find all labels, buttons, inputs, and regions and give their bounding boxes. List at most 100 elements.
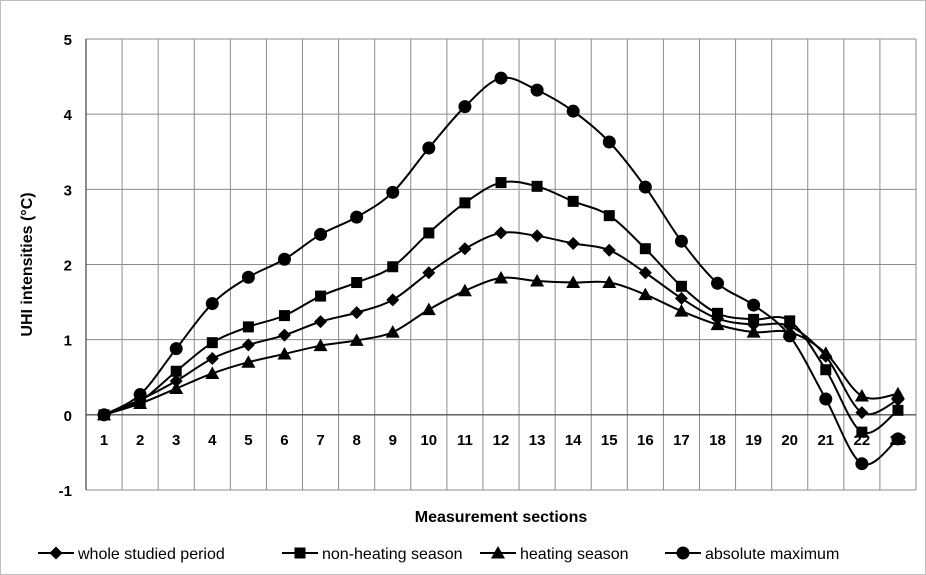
x-tick-label: 1 xyxy=(100,432,108,449)
data-point-square xyxy=(603,210,615,222)
data-point-circle xyxy=(711,276,725,290)
data-point-triangle xyxy=(854,389,869,402)
data-point-circle xyxy=(530,83,544,97)
data-point-triangle xyxy=(169,381,184,395)
data-point-diamond xyxy=(386,293,400,307)
data-point-diamond xyxy=(530,229,544,243)
y-tick-label: -1 xyxy=(59,483,72,500)
data-point-triangle xyxy=(385,325,400,338)
data-point-triangle xyxy=(457,283,472,297)
data-point-square xyxy=(567,195,579,207)
series-markers xyxy=(97,71,905,471)
data-point-circle xyxy=(350,210,364,224)
data-point-square xyxy=(387,261,399,273)
x-tick-label: 19 xyxy=(745,432,762,449)
data-point-square xyxy=(423,227,435,239)
data-point-circle xyxy=(819,392,833,406)
data-point-square xyxy=(242,321,254,333)
x-tick-label: 21 xyxy=(817,432,834,449)
data-point-circle xyxy=(422,141,436,155)
data-point-diamond xyxy=(458,242,472,256)
data-point-circle xyxy=(386,185,400,199)
data-point-circle xyxy=(674,234,688,248)
x-tick-label: 5 xyxy=(244,432,252,449)
data-point-triangle xyxy=(421,302,436,316)
data-point-triangle xyxy=(241,355,256,368)
x-tick-label: 7 xyxy=(316,432,324,449)
data-point-circle xyxy=(241,270,255,284)
x-tick-label: 13 xyxy=(529,432,546,449)
data-point-diamond xyxy=(422,266,436,280)
data-point-circle xyxy=(133,388,147,402)
legend-label: absolute maximum xyxy=(705,546,839,563)
x-tick-label: 17 xyxy=(673,432,690,449)
x-tick-label: 15 xyxy=(601,432,618,449)
x-tick-label: 3 xyxy=(172,432,180,449)
data-point-diamond xyxy=(602,243,616,257)
x-tick-label: 2 xyxy=(136,432,144,449)
legend-item: absolute maximum xyxy=(665,546,839,563)
data-point-circle xyxy=(855,457,869,471)
data-point-triangle xyxy=(674,304,689,317)
data-point-square xyxy=(892,404,904,416)
data-point-triangle xyxy=(638,287,653,301)
data-point-square xyxy=(748,313,760,325)
data-point-triangle xyxy=(205,366,220,379)
data-point-square xyxy=(315,290,327,302)
data-point-diamond xyxy=(674,291,688,305)
y-tick-label: 4 xyxy=(64,107,73,124)
data-point-triangle xyxy=(890,386,905,400)
legend-marker-circle xyxy=(676,546,690,560)
data-point-triangle xyxy=(602,275,617,289)
x-tick-label: 8 xyxy=(352,432,360,449)
gridlines xyxy=(85,38,917,491)
x-axis-title: Measurement sections xyxy=(415,509,588,526)
data-point-circle xyxy=(891,432,905,446)
data-point-diamond xyxy=(350,306,364,320)
data-point-square xyxy=(820,364,832,376)
y-axis-title: UHI intensities (°C) xyxy=(19,192,36,336)
data-point-circle xyxy=(566,104,580,118)
x-tick-label: 14 xyxy=(565,432,582,449)
legend: whole studied period non-heating season he… xyxy=(38,546,839,563)
data-point-triangle xyxy=(313,338,328,352)
x-tick-label: 22 xyxy=(854,432,871,449)
legend-marker-triangle xyxy=(491,546,505,559)
x-tick-label: 23 xyxy=(890,432,907,449)
y-tick-label: 2 xyxy=(64,258,72,275)
data-point-square xyxy=(351,277,363,289)
y-tick-label: 0 xyxy=(64,408,72,425)
data-point-circle xyxy=(783,329,797,343)
data-point-diamond xyxy=(314,315,328,329)
y-tick-label: 1 xyxy=(64,333,72,350)
data-point-circle xyxy=(494,71,508,85)
data-point-triangle xyxy=(710,317,725,331)
data-point-diamond xyxy=(638,266,652,280)
data-point-circle xyxy=(458,100,472,114)
data-point-square xyxy=(856,426,868,438)
x-tick-label: 16 xyxy=(637,432,654,449)
legend-item: whole studied period xyxy=(38,546,225,563)
legend-item: non-heating season xyxy=(282,546,463,563)
data-point-square xyxy=(639,243,651,255)
data-point-square xyxy=(784,315,796,327)
data-point-triangle xyxy=(566,275,581,289)
data-point-diamond xyxy=(494,226,508,240)
data-point-square xyxy=(278,310,290,322)
legend-marker-square xyxy=(294,547,306,559)
data-point-triangle xyxy=(277,346,292,360)
data-point-circle xyxy=(314,227,328,241)
x-tick-label: 11 xyxy=(457,432,473,449)
data-point-diamond xyxy=(205,351,219,365)
legend-item: heating season xyxy=(480,546,629,563)
legend-label: heating season xyxy=(520,546,629,563)
data-point-square xyxy=(459,197,471,209)
legend-label: whole studied period xyxy=(77,546,225,563)
data-point-triangle xyxy=(746,325,761,338)
data-point-diamond xyxy=(855,406,869,420)
data-point-square xyxy=(675,280,687,292)
data-point-diamond xyxy=(277,328,291,342)
data-point-circle xyxy=(97,408,111,422)
